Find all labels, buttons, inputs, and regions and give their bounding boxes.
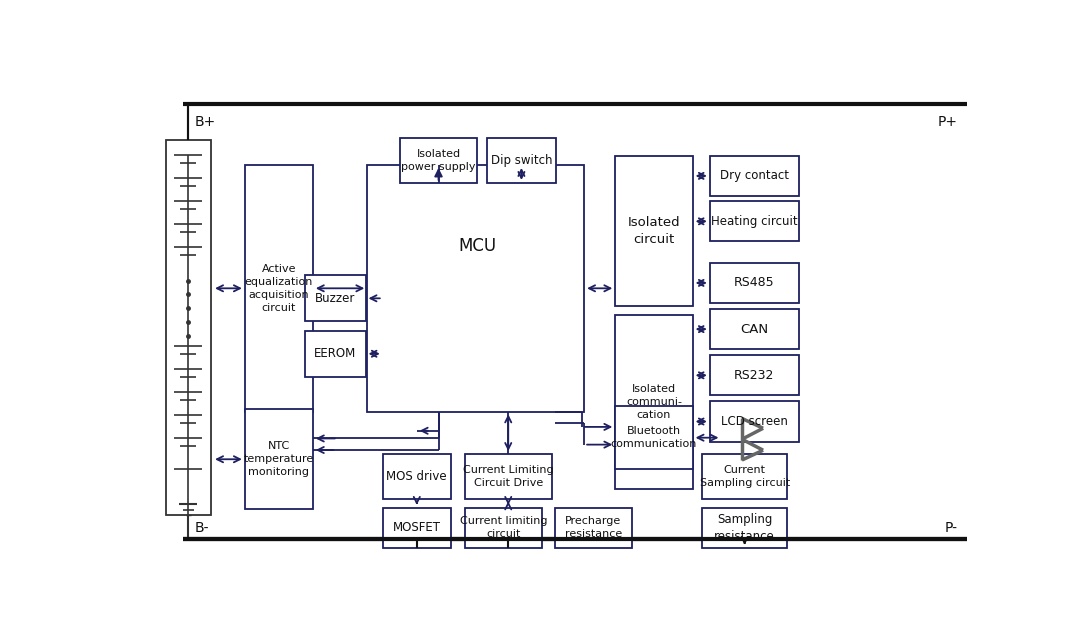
Text: Bluetooth
communication: Bluetooth communication (610, 426, 698, 449)
Bar (710, 309, 799, 349)
Text: NTC
temperature
monitoring: NTC temperature monitoring (244, 441, 314, 477)
Text: Current Limiting
Circuit Drive: Current Limiting Circuit Drive (463, 464, 554, 488)
Text: P-: P- (945, 521, 958, 535)
Bar (710, 355, 799, 396)
Text: RS232: RS232 (735, 369, 775, 382)
Bar (400, 138, 477, 183)
Bar (710, 401, 799, 441)
Bar (555, 508, 632, 548)
Text: Dip switch: Dip switch (490, 154, 553, 167)
Bar (486, 138, 556, 183)
Bar (464, 508, 543, 548)
Text: MCU: MCU (458, 237, 496, 255)
Bar (615, 315, 693, 489)
Bar (383, 454, 451, 498)
Text: Dry contact: Dry contact (719, 170, 789, 182)
Bar (245, 409, 313, 509)
Bar (166, 140, 210, 516)
Text: Current
Sampling circuit: Current Sampling circuit (700, 464, 790, 488)
Bar (305, 275, 365, 322)
Bar (710, 263, 799, 303)
Text: P+: P+ (937, 115, 958, 129)
Bar (702, 454, 787, 498)
Text: MOSFET: MOSFET (392, 521, 440, 534)
Bar (710, 156, 799, 196)
Text: B+: B+ (194, 115, 216, 129)
Text: Isolated
power supply: Isolated power supply (401, 149, 475, 172)
Bar (702, 508, 787, 548)
Text: Isolated
communi-
cation: Isolated communi- cation (626, 383, 682, 420)
Bar (615, 406, 693, 470)
Text: MOS drive: MOS drive (387, 470, 447, 483)
Bar (383, 508, 451, 548)
Text: B-: B- (194, 521, 209, 535)
Text: CAN: CAN (740, 323, 768, 336)
Bar (367, 165, 584, 412)
Text: EEROM: EEROM (314, 347, 356, 360)
Bar (615, 156, 693, 306)
Text: Current limiting
circuit: Current limiting circuit (460, 516, 547, 539)
Bar (245, 165, 313, 412)
Bar (305, 330, 365, 377)
Text: Sampling
resistance: Sampling resistance (714, 513, 775, 543)
Text: RS485: RS485 (734, 276, 775, 290)
Text: Heating circuit: Heating circuit (711, 215, 798, 228)
Text: Isolated
circuit: Isolated circuit (628, 216, 680, 246)
Text: Buzzer: Buzzer (315, 292, 355, 305)
Bar (464, 454, 552, 498)
Text: LCD screen: LCD screen (720, 415, 788, 428)
Text: Precharge
resistance: Precharge resistance (565, 516, 622, 539)
Bar (710, 202, 799, 241)
Text: Active
equalization
acquisition
circuit: Active equalization acquisition circuit (244, 263, 313, 313)
